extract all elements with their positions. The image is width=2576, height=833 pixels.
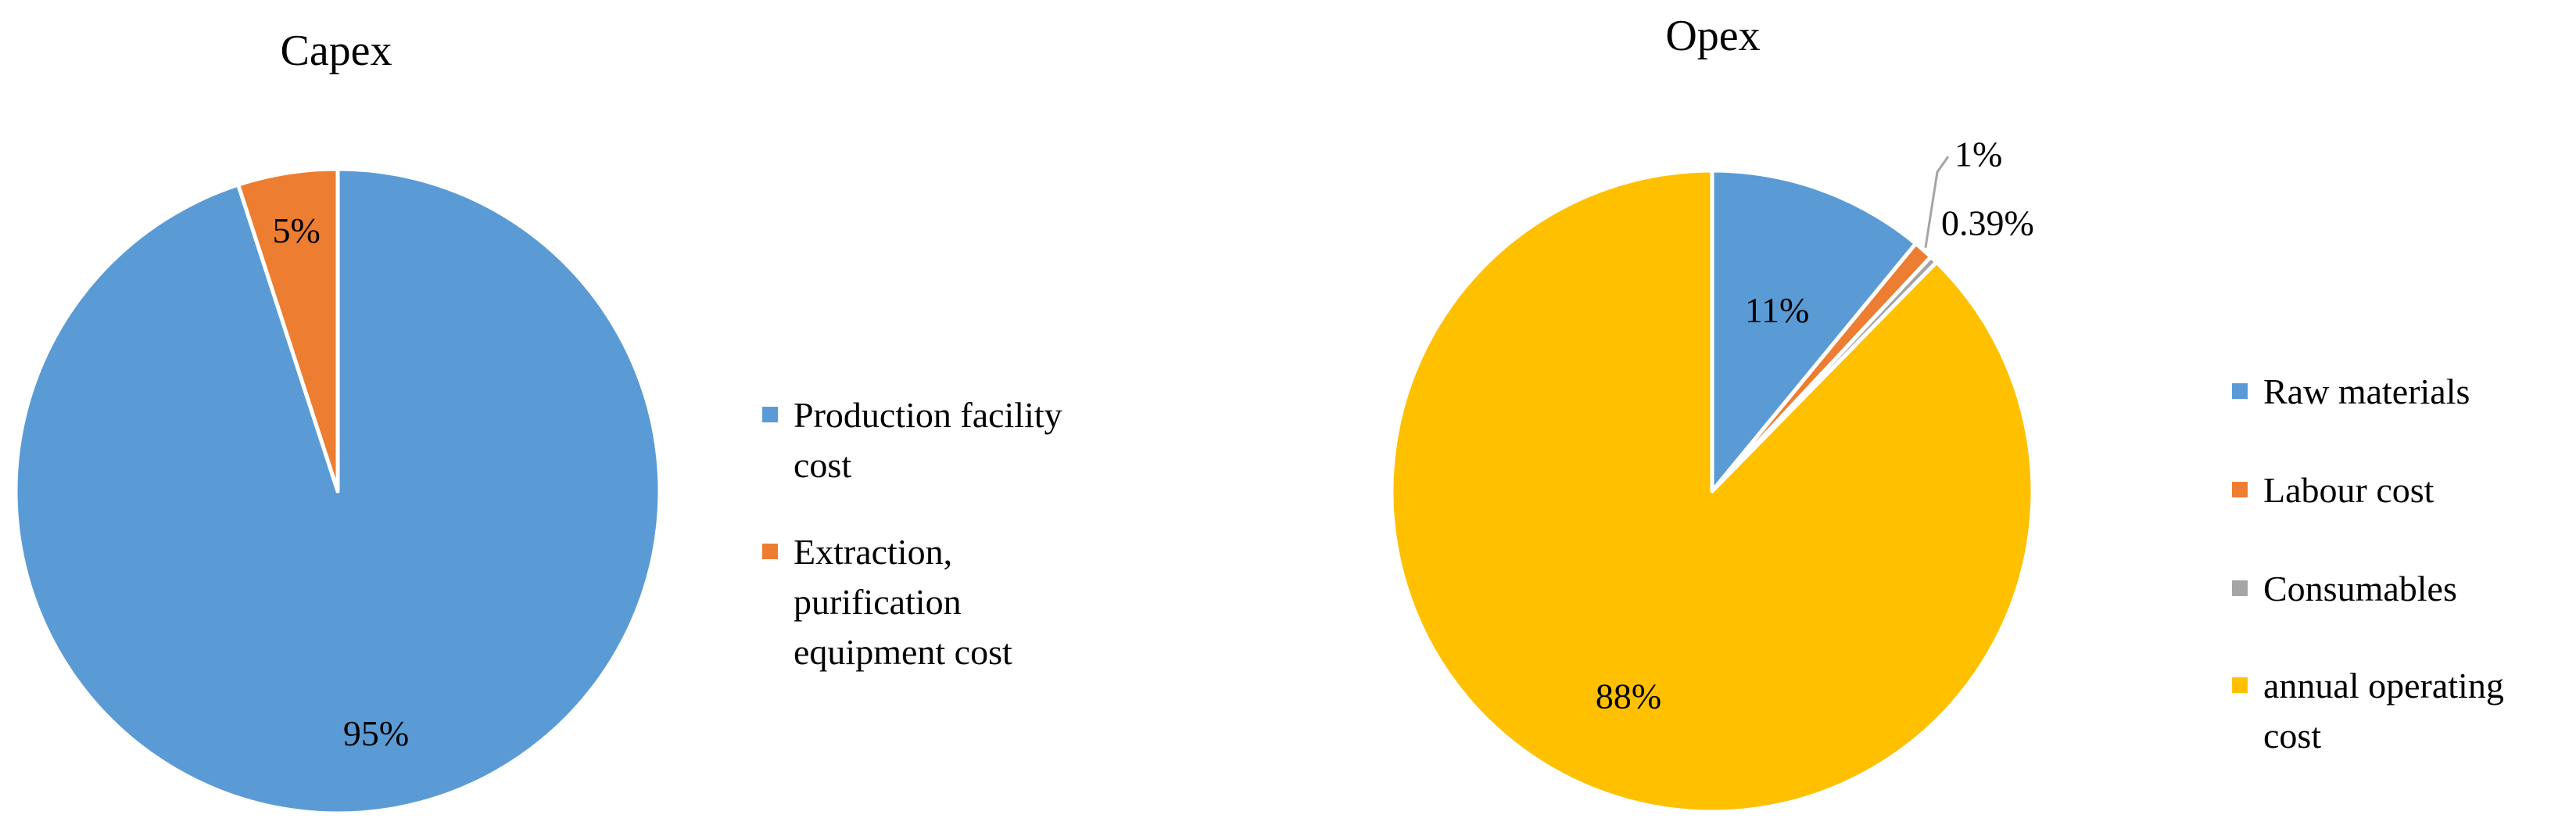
opex-data-label-labour-cost: 1%: [1954, 135, 2002, 174]
opex-slice-raw-materials: [1710, 168, 1918, 494]
opex-legend-item-raw-materials: Raw materials: [2232, 372, 2470, 411]
opex-legend-swatch: [2232, 383, 2248, 399]
capex-slices: [13, 167, 662, 816]
opex-legend-swatch: [2232, 482, 2248, 497]
opex-chart: Opex 11% 1% 0.39% 88% Raw materials Labour c…: [1389, 12, 2504, 814]
capex-legend-item-extraction-purification-equipment-cost: Extraction, purification equipment cost: [762, 532, 1012, 672]
opex-legend-label: annual operating cost: [2263, 666, 2504, 756]
opex-legend-item-annual-operating-cost: annual operating cost: [2232, 666, 2504, 756]
opex-data-labels: 11% 1% 0.39% 88%: [1596, 135, 2034, 716]
opex-legend: Raw materials Labour cost Consumables annua…: [2232, 372, 2504, 756]
opex-data-label-annual-operating-cost: 88%: [1596, 676, 1661, 716]
opex-slices: [1389, 168, 2035, 814]
opex-data-label-raw-materials: 11%: [1745, 290, 1810, 330]
opex-legend-label: Raw materials: [2263, 372, 2470, 411]
opex-legend-swatch: [2232, 677, 2248, 693]
capex-legend-label: Extraction, purification equipment cost: [794, 532, 1012, 672]
opex-title: Opex: [1665, 12, 1760, 60]
capex-legend-label: Production facility cost: [794, 395, 1062, 485]
capex-legend-swatch: [762, 407, 778, 422]
opex-data-label-consumables: 0.39%: [1941, 203, 2034, 243]
opex-legend-swatch: [2232, 580, 2248, 596]
opex-legend-item-labour-cost: Labour cost: [2232, 470, 2434, 510]
capex-data-label-production-facility-cost: 95%: [343, 713, 409, 753]
opex-leader-lines: [1924, 156, 1950, 248]
capex-legend-item-production-facility-cost: Production facility cost: [762, 395, 1062, 485]
capex-chart: Capex 95% 5% Production facility cost Extra…: [13, 27, 1062, 816]
capex-legend-swatch: [762, 544, 778, 559]
capex-legend: Production facility cost Extraction, purifi…: [762, 395, 1062, 672]
opex-legend-item-consumables: Consumables: [2232, 569, 2457, 609]
capex-title: Capex: [280, 27, 392, 75]
opex-leader-line-labour-cost: [1924, 156, 1950, 248]
opex-legend-label: Labour cost: [2263, 470, 2434, 510]
capex-data-label-extraction-purification-equipment-cost: 5%: [272, 210, 320, 250]
capex-slice-extraction-purification-equipment-cost: [236, 167, 340, 494]
capex-data-labels: 95% 5%: [272, 210, 409, 753]
opex-slice-annual-operating-cost: [1389, 168, 2035, 814]
opex-legend-label: Consumables: [2263, 569, 2457, 609]
